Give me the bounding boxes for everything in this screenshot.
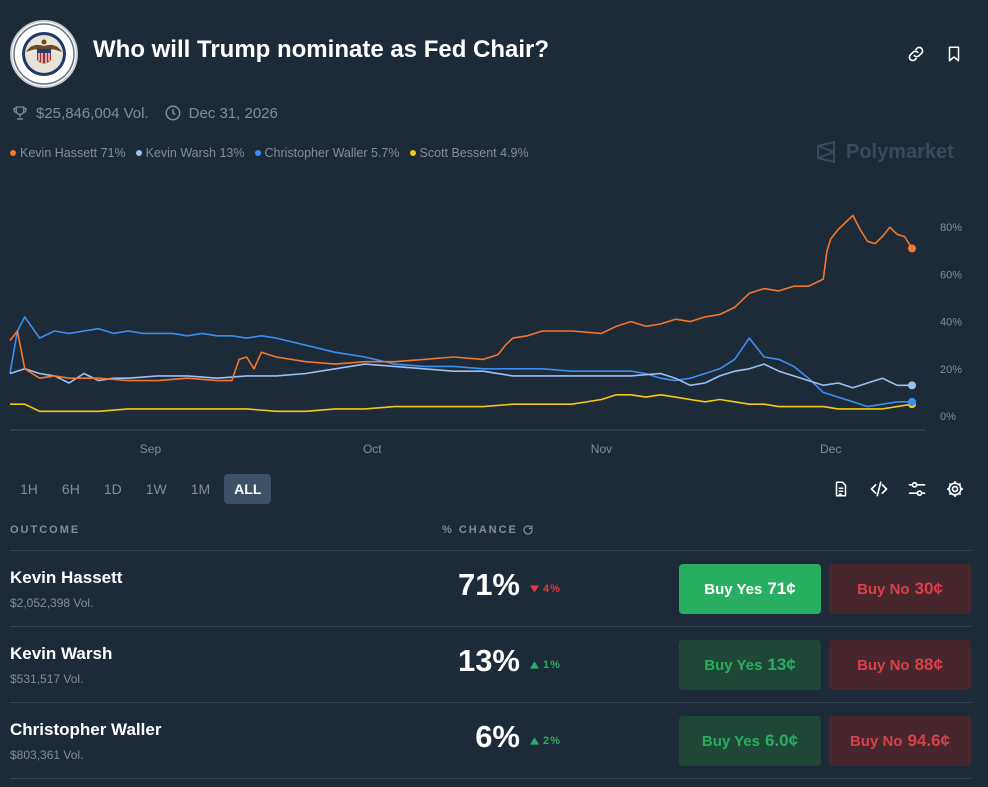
- outcome-chance: 6%: [475, 719, 520, 754]
- chance-change: 1%: [530, 659, 561, 671]
- up-arrow-icon: [530, 737, 539, 745]
- legend-item: Kevin Warsh 13%: [135, 146, 245, 160]
- legend-item: Scott Bessent 4.9%: [409, 146, 529, 160]
- sliders-icon[interactable]: [906, 478, 928, 500]
- refresh-icon[interactable]: [522, 524, 534, 536]
- outcome-name[interactable]: Christopher Waller: [10, 720, 162, 739]
- buy-no-button[interactable]: Buy No 30¢: [829, 564, 971, 614]
- timeframe-selector: 1H 6H 1D 1W 1M ALL: [10, 474, 272, 504]
- chart-tools: [830, 478, 966, 500]
- legend-item: Christopher Waller 5.7%: [254, 146, 400, 160]
- chance-change: 4%: [530, 583, 561, 595]
- polymarket-logo-icon: [817, 141, 835, 163]
- outcome-chance: 13%: [457, 643, 520, 678]
- x-tick-label: Sep: [140, 442, 162, 456]
- outcome-name[interactable]: Kevin Warsh: [10, 644, 113, 663]
- outcome-row: Kevin Warsh $531,517 Vol. 13% 1% Buy Yes…: [0, 627, 988, 703]
- outcome-name[interactable]: Kevin Hassett: [10, 568, 123, 587]
- outcome-volume: $2,052,398 Vol.: [10, 596, 94, 610]
- clock-icon: [163, 103, 183, 123]
- chart-legend: Kevin Hassett 71% Kevin Warsh 13% Christ…: [10, 146, 529, 160]
- code-icon[interactable]: [868, 478, 890, 500]
- outcome-header: OUTCOME: [10, 524, 81, 536]
- divider: [10, 626, 971, 627]
- market-end-date: Dec 31, 2026: [188, 104, 278, 122]
- market-volume: $25,846,004 Vol.: [36, 104, 149, 122]
- y-tick-label: 0%: [940, 411, 956, 423]
- outcome-volume: $803,361 Vol.: [10, 748, 84, 762]
- series-end-dot: [908, 244, 916, 253]
- y-tick-label: 60%: [940, 269, 962, 281]
- timeframe-1w[interactable]: 1W: [145, 481, 167, 497]
- series-line-scott-bessent: [10, 394, 913, 413]
- down-arrow-icon: [530, 585, 539, 593]
- divider: [10, 550, 971, 551]
- outcome-volume: $531,517 Vol.: [10, 672, 84, 686]
- divider: [10, 778, 971, 779]
- document-icon[interactable]: [830, 478, 852, 500]
- link-icon[interactable]: [904, 42, 928, 66]
- market-meta: $25,846,004 Vol. Dec 31, 2026: [10, 103, 278, 123]
- legend-item: Kevin Hassett 71%: [10, 146, 126, 160]
- x-tick-label: Oct: [363, 442, 382, 456]
- buy-no-button[interactable]: Buy No 88¢: [829, 640, 971, 690]
- y-tick-label: 20%: [940, 364, 962, 376]
- buy-yes-button[interactable]: Buy Yes 6.0¢: [679, 716, 821, 766]
- divider: [10, 702, 971, 703]
- x-tick-label: Nov: [591, 442, 612, 456]
- polymarket-watermark: Polymarket: [814, 140, 954, 164]
- buy-yes-button[interactable]: Buy Yes 13¢: [679, 640, 821, 690]
- outcome-row: Kevin Hassett $2,052,398 Vol. 71% 4% Buy…: [0, 551, 988, 627]
- market-seal: [10, 20, 78, 88]
- timeframe-1m[interactable]: 1M: [190, 481, 211, 497]
- timeframe-all[interactable]: ALL: [224, 474, 272, 504]
- timeframe-6h[interactable]: 6H: [61, 481, 80, 497]
- buy-yes-button[interactable]: Buy Yes 71¢: [679, 564, 821, 614]
- outcome-chance: 71%: [457, 567, 520, 602]
- x-tick-label: Dec: [820, 442, 841, 456]
- series-end-dot: [908, 397, 916, 406]
- y-tick-label: 40%: [940, 317, 962, 329]
- series-end-dot: [908, 381, 916, 390]
- outcome-row: Christopher Waller $803,361 Vol. 6% 2% B…: [0, 703, 988, 779]
- bookmark-icon[interactable]: [942, 42, 966, 66]
- series-line-kevin-warsh: [9, 363, 912, 389]
- chance-header: % CHANCE: [442, 524, 534, 536]
- up-arrow-icon: [530, 661, 539, 669]
- buy-no-button[interactable]: Buy No 94.6¢: [829, 716, 971, 766]
- chance-change: 2%: [530, 735, 561, 747]
- timeframe-1h[interactable]: 1H: [20, 481, 38, 497]
- series-line-kevin-hassett: [9, 214, 913, 382]
- timeframe-1d[interactable]: 1D: [103, 481, 122, 497]
- y-tick-label: 80%: [940, 222, 962, 234]
- trophy-icon: [10, 103, 30, 123]
- price-history-chart: 0% 20% 40% 60% 80% Sep Oct Nov Dec: [9, 214, 962, 456]
- series-line-christopher-waller: [9, 316, 912, 408]
- market-title: Who will Trump nominate as Fed Chair?: [93, 36, 550, 63]
- gear-icon[interactable]: [944, 478, 966, 500]
